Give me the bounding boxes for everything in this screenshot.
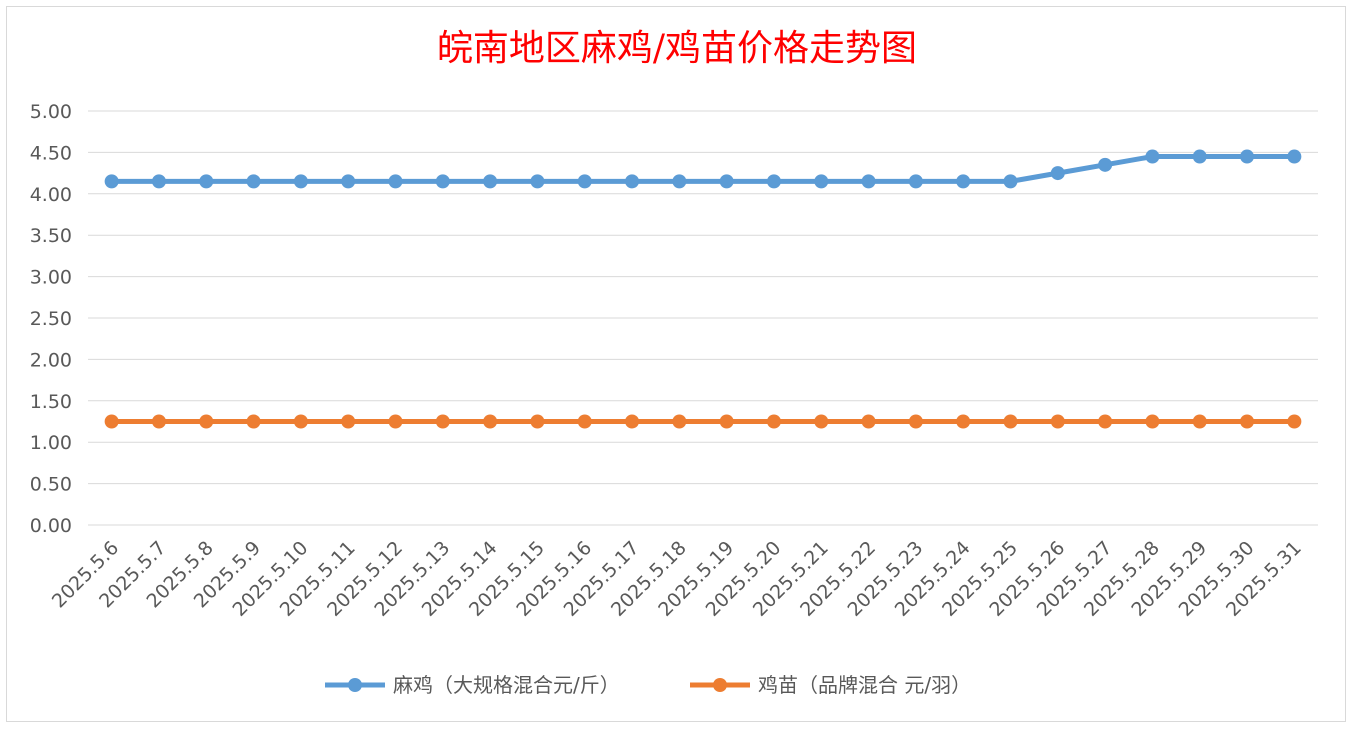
data-point (956, 414, 971, 429)
chart-frame (6, 6, 1346, 722)
data-point (530, 174, 545, 189)
data-point (719, 414, 734, 429)
y-tick-label: 2.50 (30, 308, 72, 330)
data-point (1050, 166, 1065, 181)
data-point (1240, 414, 1255, 429)
y-tick-label: 0.00 (30, 515, 72, 537)
data-point (199, 414, 214, 429)
data-point (766, 414, 781, 429)
data-point (1145, 414, 1160, 429)
data-point (719, 174, 734, 189)
data-point (199, 174, 214, 189)
gridlines (88, 110, 1318, 526)
data-point (908, 174, 923, 189)
data-point (672, 414, 687, 429)
data-point (625, 174, 640, 189)
chart-title: 皖南地区麻鸡/鸡苗价格走势图 (437, 28, 917, 69)
legend-item-1: 鸡苗（品牌混合 元/羽） (690, 673, 971, 697)
data-point (1145, 149, 1160, 164)
data-point (435, 174, 450, 189)
data-point (151, 414, 166, 429)
series-line (111, 154, 1295, 184)
data-point (388, 174, 403, 189)
data-point (861, 174, 876, 189)
legend: 麻鸡（大规格混合元/斤） 鸡苗（品牌混合 元/羽） (325, 673, 971, 697)
data-point (530, 414, 545, 429)
data-point (908, 414, 923, 429)
data-point (341, 174, 356, 189)
data-point (672, 174, 687, 189)
data-point (104, 174, 119, 189)
legend-label: 鸡苗（品牌混合 元/羽） (758, 673, 971, 697)
data-point (577, 174, 592, 189)
y-tick-label: 4.00 (30, 184, 72, 206)
y-tick-label: 3.00 (30, 267, 72, 289)
y-tick-label: 0.50 (30, 474, 72, 496)
data-point (293, 414, 308, 429)
data-point (1003, 414, 1018, 429)
data-point (956, 174, 971, 189)
y-tick-label: 3.50 (30, 225, 72, 247)
series-1 (104, 414, 1302, 429)
data-point (246, 174, 261, 189)
y-axis-ticks: 0.00 0.50 1.00 1.50 2.00 2.50 3.00 3.50 4.00 4.50… (30, 101, 72, 537)
legend-swatch-marker (713, 678, 727, 692)
y-tick-label: 1.00 (30, 432, 72, 454)
data-point (246, 414, 261, 429)
data-point (577, 414, 592, 429)
y-tick-label: 5.00 (30, 101, 72, 123)
y-tick-label: 1.50 (30, 391, 72, 413)
legend-swatch-marker (348, 678, 362, 692)
data-point (861, 414, 876, 429)
data-point (435, 414, 450, 429)
data-point (151, 174, 166, 189)
data-point (1192, 414, 1207, 429)
y-tick-label: 4.50 (30, 142, 72, 164)
data-point (1050, 414, 1065, 429)
data-point (1287, 414, 1302, 429)
data-point (1287, 149, 1302, 164)
data-point (1098, 157, 1113, 172)
data-point (388, 414, 403, 429)
series-layer (104, 149, 1302, 429)
data-point (341, 414, 356, 429)
data-point (1003, 174, 1018, 189)
data-point (625, 414, 640, 429)
series-0 (104, 149, 1302, 189)
data-point (1098, 414, 1113, 429)
data-point (1192, 149, 1207, 164)
data-point (766, 174, 781, 189)
y-tick-label: 2.00 (30, 349, 72, 371)
data-point (293, 174, 308, 189)
data-point (814, 174, 829, 189)
data-point (483, 414, 498, 429)
data-point (104, 414, 119, 429)
legend-label: 麻鸡（大规格混合元/斤） (393, 673, 620, 697)
legend-item-0: 麻鸡（大规格混合元/斤） (325, 673, 620, 697)
data-point (1240, 149, 1255, 164)
x-axis-ticks: 2025.5.62025.5.72025.5.82025.5.92025.5.1… (48, 537, 1306, 621)
data-point (814, 414, 829, 429)
data-point (483, 174, 498, 189)
